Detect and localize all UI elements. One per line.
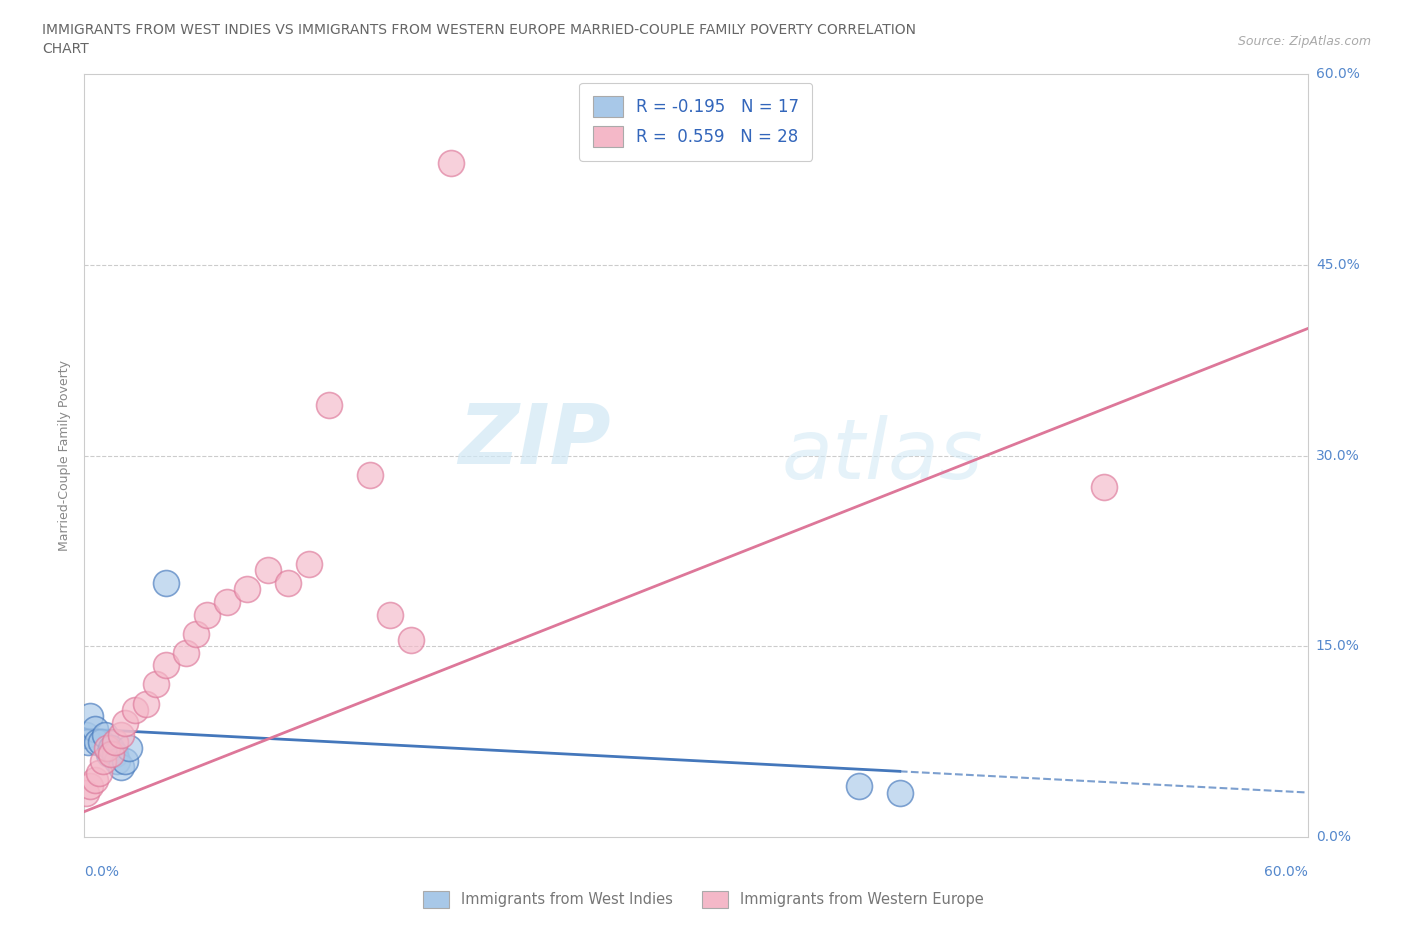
Point (186, 626, 208, 641)
Text: atlas: atlas (782, 415, 983, 497)
Text: IMMIGRANTS FROM WEST INDIES VS IMMIGRANTS FROM WESTERN EUROPE MARRIED-COUPLE FAM: IMMIGRANTS FROM WEST INDIES VS IMMIGRANT… (42, 23, 917, 37)
Point (440, 156, 463, 171)
Point (114, 715, 136, 730)
Text: Source: ZipAtlas.com: Source: ZipAtlas.com (1237, 35, 1371, 48)
Point (79, 709, 101, 724)
Point (104, 735, 127, 750)
Point (195, 607, 218, 622)
Point (90, 735, 112, 750)
Point (118, 740, 141, 755)
Point (83, 722, 105, 737)
Point (155, 576, 177, 591)
Point (105, 753, 128, 768)
Text: 45.0%: 45.0% (1316, 258, 1360, 272)
Point (104, 747, 127, 762)
Text: 15.0%: 15.0% (1316, 639, 1360, 654)
Point (97, 747, 120, 762)
Text: 0.0%: 0.0% (84, 865, 120, 879)
Point (75, 785, 97, 800)
Point (318, 397, 340, 412)
Point (110, 728, 132, 743)
Text: CHART: CHART (42, 42, 89, 56)
Point (145, 677, 167, 692)
Point (848, 778, 870, 793)
Point (100, 747, 122, 762)
Point (1092, 480, 1115, 495)
Point (236, 582, 259, 597)
Point (114, 753, 136, 768)
Point (87, 766, 110, 781)
Point (75, 728, 97, 743)
Y-axis label: Married-Couple Family Poverty: Married-Couple Family Poverty (58, 360, 72, 551)
Point (399, 632, 422, 647)
Point (217, 594, 239, 609)
Point (298, 556, 321, 571)
Point (124, 702, 146, 717)
Point (174, 645, 197, 660)
Point (91, 753, 114, 768)
Text: 60.0%: 60.0% (1264, 865, 1308, 879)
Legend: Immigrants from West Indies, Immigrants from Western Europe: Immigrants from West Indies, Immigrants … (416, 885, 990, 913)
Text: 60.0%: 60.0% (1316, 67, 1360, 82)
Point (83, 772, 105, 787)
Point (135, 696, 157, 711)
Legend: R = -0.195   N = 17, R =  0.559   N = 28: R = -0.195 N = 17, R = 0.559 N = 28 (579, 83, 813, 161)
Point (100, 740, 122, 755)
Point (86, 735, 108, 750)
Point (277, 576, 299, 591)
Point (257, 563, 280, 578)
Point (77, 735, 100, 750)
Point (93, 728, 115, 743)
Point (79, 778, 101, 793)
Text: 0.0%: 0.0% (1316, 830, 1351, 844)
Point (359, 468, 381, 483)
Point (155, 658, 177, 673)
Point (380, 607, 402, 622)
Text: ZIP: ZIP (458, 400, 610, 481)
Text: 30.0%: 30.0% (1316, 448, 1360, 463)
Point (889, 785, 911, 800)
Point (96, 740, 118, 755)
Point (110, 760, 132, 775)
